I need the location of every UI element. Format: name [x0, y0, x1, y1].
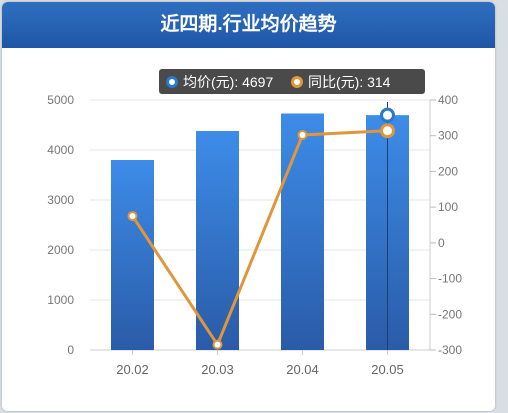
chart-title: 近四期.行业均价趋势 [2, 2, 495, 48]
right-tick-label: 200 [438, 164, 458, 178]
x-tick-label: 20.04 [286, 362, 319, 377]
chart-card: 近四期.行业均价趋势 0 1000 2000 3000 4000 5000 -300 -20… [2, 2, 495, 411]
right-tick-label: 300 [438, 129, 458, 143]
right-tick-label: -300 [438, 343, 462, 357]
right-axis-ticks: -300 -200 -100 0 100 200 300 400 [429, 93, 462, 357]
left-tick-label: 5000 [47, 93, 74, 107]
yoy-legend-dot [291, 76, 303, 88]
right-tick-label: -100 [438, 272, 462, 286]
yoy-line [131, 129, 388, 348]
price-highlight-point [380, 107, 395, 123]
yoy-line-series [127, 107, 395, 350]
x-tick-label: 20.03 [201, 362, 234, 377]
tooltip: 均价(元): 4697 同比(元): 314 [159, 69, 425, 94]
right-tick-label: -200 [438, 307, 462, 321]
left-tick-label: 1000 [47, 293, 74, 307]
price-bars [111, 102, 409, 351]
left-axis-ticks: 0 1000 2000 3000 4000 5000 [47, 93, 74, 357]
yoy-point [297, 130, 308, 140]
price-bar [196, 131, 239, 350]
left-tick-label: 4000 [47, 143, 74, 157]
left-tick-label: 3000 [47, 193, 74, 207]
left-tick-label: 0 [67, 343, 74, 357]
price-bar [281, 113, 324, 350]
tooltip-price-label: 均价(元): 4697 [183, 74, 273, 90]
right-tick-label: 400 [438, 93, 458, 107]
x-tick-label: 20.05 [371, 362, 404, 377]
yoy-point [212, 339, 223, 350]
price-bar [111, 160, 154, 350]
right-tick-label: 100 [438, 200, 458, 214]
yoy-point [380, 123, 395, 139]
left-tick-label: 2000 [47, 243, 74, 257]
yoy-point [127, 211, 138, 222]
right-tick-label: 0 [438, 236, 445, 250]
price-trend-chart: 0 1000 2000 3000 4000 5000 -300 -200 -100 0 100 20… [47, 69, 462, 377]
price-legend-dot [166, 76, 178, 88]
tooltip-yoy-label: 同比(元): 314 [308, 74, 391, 90]
x-axis-ticks: 20.02 20.03 20.04 20.05 [116, 350, 404, 377]
x-tick-label: 20.02 [116, 362, 149, 377]
